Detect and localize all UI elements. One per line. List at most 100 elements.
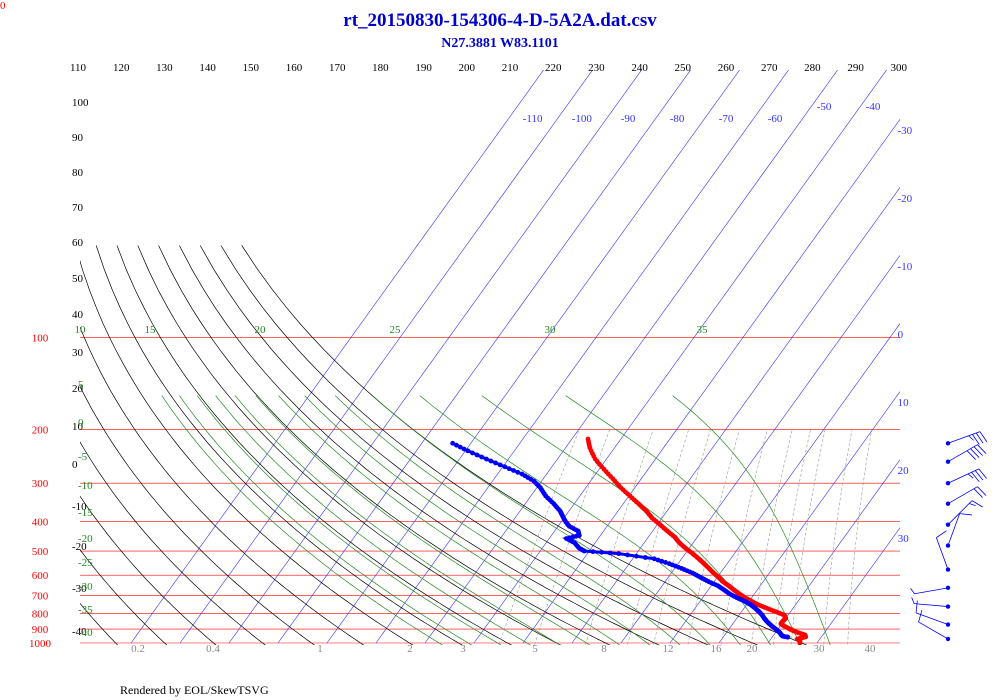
dry-adiabat-label-210: 210 (502, 62, 519, 74)
dewpoint-profile-point (457, 444, 463, 450)
dry-adiabat-180 (80, 495, 217, 645)
wind-barb-255 (945, 444, 987, 464)
isobar-label-600: 600 (32, 570, 49, 582)
isotherm--30 (522, 118, 900, 644)
dry-adiabat-270 (179, 245, 660, 645)
dewpoint-profile-point (590, 549, 596, 555)
mixing-ratio-label-5: 5 (532, 643, 538, 655)
dry-adiabat-label-120: 120 (113, 62, 130, 74)
moist-left-label-4: -15 (78, 507, 93, 519)
isotherm-label--30: -30 (897, 125, 912, 137)
moist-adiabat-label-25: 25 (390, 324, 402, 336)
moist-adiabat-13 (672, 395, 831, 645)
dry-adiabat-label-140: 140 (199, 62, 216, 74)
wind-barb-feather (918, 609, 923, 623)
moist-adiabat-11 (481, 395, 771, 645)
mixing-ratio-label-40: 40 (865, 643, 877, 655)
dewpoint-profile-point (616, 551, 622, 557)
dry-adiabat-240 (116, 245, 513, 645)
dewpoint-profile-point (502, 464, 508, 470)
temperature-profile-point (585, 436, 591, 442)
wind-barb-feather (973, 446, 983, 456)
wind-barb-feather (975, 432, 984, 444)
wind-barb-feather (968, 435, 974, 441)
dry-adiabat-280 (199, 245, 709, 645)
chart-title: rt_20150830-154306-4-D-5A2A.dat.csv (343, 10, 657, 31)
isotherm--20 (571, 186, 900, 644)
moist-left-label-6: -25 (78, 557, 93, 569)
wind-barb-feather (971, 500, 983, 508)
dewpoint-profile-point (659, 558, 665, 564)
dry-adiabat-label-240: 240 (631, 62, 648, 74)
isobar-label-800: 800 (32, 608, 49, 620)
isotherm-label--100: -100 (572, 113, 593, 125)
wind-barb-feather (974, 470, 984, 481)
dewpoint-profile-point (511, 468, 516, 473)
moist-adiabat-label-35: 35 (697, 324, 709, 336)
wind-barb-feather (966, 450, 976, 460)
dewpoint-profile-point (625, 552, 630, 558)
dry-adiabat-170 (80, 549, 168, 645)
dry-adiabat-label-220: 220 (545, 62, 562, 74)
dry-adiabat-190 (80, 441, 266, 645)
dry-adiabat-label-260: 260 (718, 62, 735, 74)
dry-adiabat-250 (137, 245, 562, 645)
isotherm-label--80: -80 (670, 113, 685, 125)
dewpoint-profile-point (599, 549, 604, 555)
left-adiabat-label-8: 20 (72, 383, 84, 395)
wind-barb-feather (967, 473, 974, 479)
moist-adiabat-6 (278, 395, 621, 645)
moist-adiabat-8 (334, 395, 681, 645)
mixing-ratio-16 (773, 429, 811, 645)
left-adiabat-label-11: -10 (72, 501, 87, 513)
dry-adiabat-200 (80, 385, 315, 645)
dewpoint-profile-point (655, 557, 661, 563)
dewpoint-profile-point (634, 553, 639, 559)
moist-adiabat-label-30: 30 (545, 324, 557, 336)
dry-adiabat-label-250: 250 (675, 62, 692, 74)
mixing-ratio-20 (790, 429, 826, 645)
moist-adiabat-label-15: 15 (145, 324, 157, 336)
moist-adiabat-7 (304, 395, 651, 645)
left-adiabat-label-14: -40 (72, 626, 87, 638)
wind-barb-575 (935, 530, 951, 572)
left-adiabat-label-6: 40 (72, 309, 84, 321)
mixing-ratio-label-20: 20 (747, 643, 759, 655)
left-adiabat-label-1: 90 (72, 132, 84, 144)
mixing-ratio-label-16: 16 (711, 643, 723, 655)
isobar-label-200: 200 (32, 424, 49, 436)
wind-barb-760 (911, 597, 951, 609)
moist-adiabat-3 (215, 395, 532, 645)
isotherm-label--110: -110 (523, 113, 543, 125)
wind-barb-staff (918, 621, 949, 640)
isotherm--110 (130, 70, 544, 644)
dry-adiabat-210 (80, 326, 365, 645)
isotherm-30 (816, 527, 900, 644)
dry-adiabat-label-160: 160 (286, 62, 303, 74)
moist-adiabat-5 (255, 395, 591, 645)
dry-adiabat-label-150: 150 (243, 62, 260, 74)
wind-barb-feather (936, 530, 947, 538)
dewpoint-profile-point (484, 456, 489, 462)
wind-barb-feather (959, 513, 972, 516)
mixing-ratio-label-30: 30 (814, 643, 826, 655)
isotherm-0 (669, 323, 900, 644)
dewpoint-profile-point (461, 446, 467, 452)
wind-barb-660 (910, 585, 951, 595)
mixing-ratio-2 (627, 429, 689, 645)
wind-barb-feather (977, 444, 987, 454)
dewpoint-profile-point (651, 556, 657, 562)
isotherm-label--60: -60 (768, 113, 783, 125)
isotherm-label--70: -70 (719, 113, 734, 125)
isotherm-label--20: -20 (898, 193, 913, 205)
moist-adiabat-2 (197, 395, 502, 645)
moist-left-label-1: 0 (78, 417, 84, 429)
isotherm--60 (375, 70, 789, 644)
mixing-ratio-1 (585, 429, 654, 645)
left-adiabat-label-2: 80 (72, 167, 84, 179)
mixing-ratio-0.2 (498, 429, 580, 645)
isotherm-label-30: 30 (898, 533, 910, 545)
dewpoint-profile-point (642, 555, 648, 560)
